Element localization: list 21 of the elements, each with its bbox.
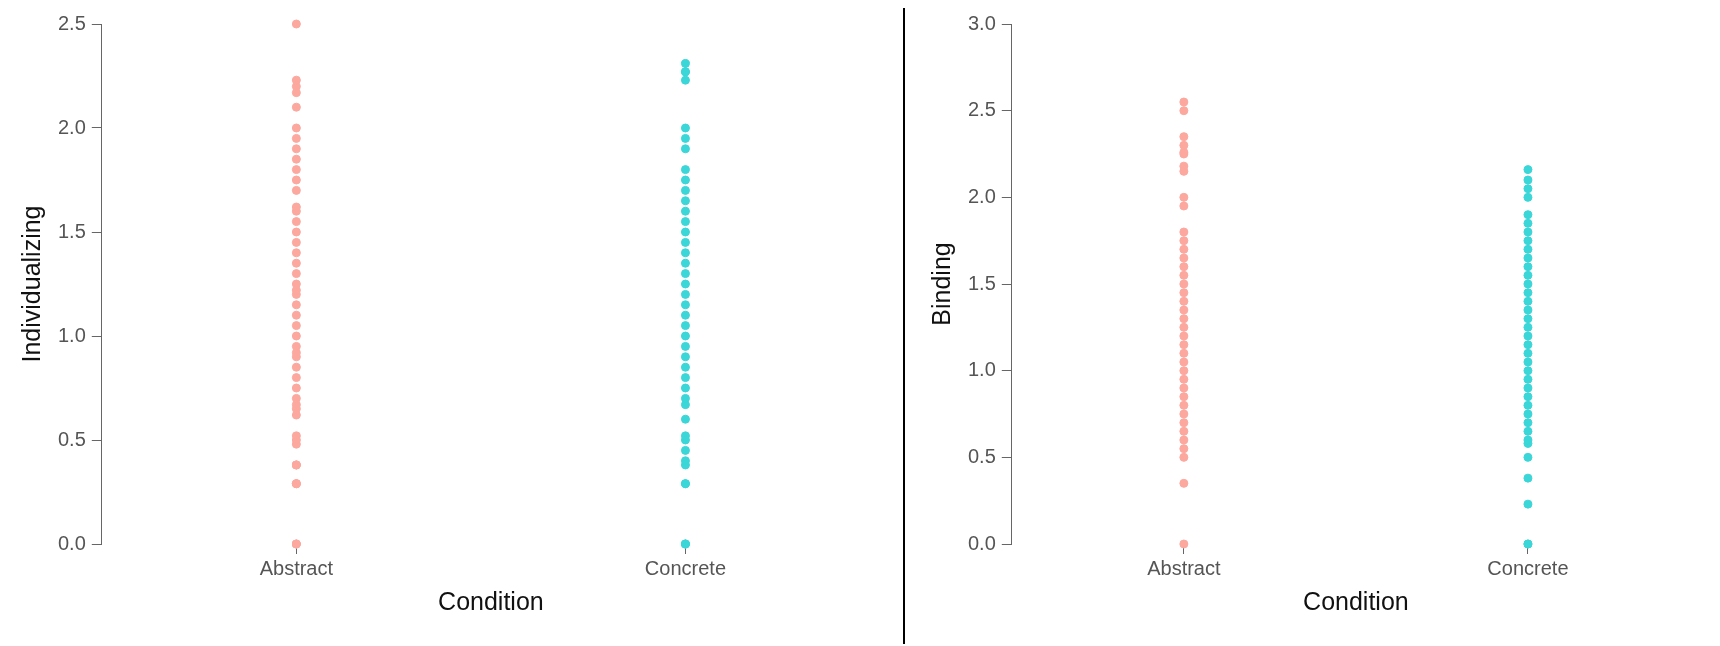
y-tick-label: 0.5 (57, 427, 86, 450)
y-tick-label: 1.5 (57, 219, 86, 242)
y-tick-label: 2.5 (967, 98, 996, 121)
x-axis-title: Condition (438, 586, 544, 615)
y-tick-label: 2.0 (57, 115, 86, 138)
x-tick-label: Concrete (1487, 556, 1569, 579)
y-tick-label: 2.5 (57, 11, 86, 34)
y-tick-label: 1.0 (57, 323, 86, 346)
y-tick-label: 3.0 (967, 11, 996, 34)
y-tick-label: 1.0 (967, 358, 996, 381)
y-tick-label: 0.0 (967, 531, 996, 554)
y-tick-label: 2.0 (967, 184, 996, 207)
x-tick-label: Abstract (259, 556, 334, 579)
y-tick-label: 0.5 (967, 444, 996, 467)
y-axis-title: Binding (926, 242, 955, 326)
y-tick-label: 0.0 (57, 531, 86, 554)
x-axis-title: Condition (1303, 586, 1409, 615)
x-tick-label: Abstract (1147, 556, 1221, 579)
y-tick-label: 1.5 (967, 271, 996, 294)
x-tick-label: Concrete (644, 556, 727, 579)
y-axis-title: Individualizing (16, 205, 45, 363)
